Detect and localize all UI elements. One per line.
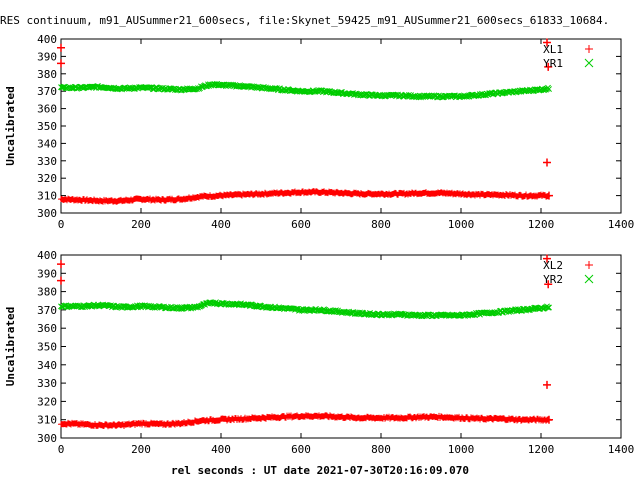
x-axis-label: rel seconds : UT date 2021-07-30T20:16:0… xyxy=(170,464,469,477)
y-tick-label: 330 xyxy=(37,155,57,168)
outlier-point xyxy=(57,276,65,285)
chart-title: RES continuum, m91_AUSummer21_600secs, f… xyxy=(0,14,610,27)
y-tick-label: 400 xyxy=(37,33,57,46)
y-tick-label: 350 xyxy=(37,120,57,133)
data-points-yr1 xyxy=(58,80,552,101)
y-tick-label: 390 xyxy=(37,267,57,280)
y-tick-label: 320 xyxy=(37,395,57,408)
y-tick-label: 360 xyxy=(37,103,57,116)
y-tick-label: 370 xyxy=(37,304,57,317)
legend-label: XL1 xyxy=(543,43,563,56)
legend-marker xyxy=(585,261,593,269)
end-point xyxy=(545,415,553,424)
x-tick-label: 200 xyxy=(131,443,151,456)
x-tick-label: 400 xyxy=(211,218,231,231)
plot-frame xyxy=(60,254,622,439)
y-tick-label: 390 xyxy=(37,50,57,63)
legend-marker xyxy=(584,274,594,284)
plot-panel-1: 300 310 320 330 340 350 360 370 380 390 400 0 200 400… xyxy=(4,33,634,231)
legend-marker xyxy=(585,45,593,53)
outlier-point xyxy=(543,158,551,167)
y-tick-label: 330 xyxy=(37,377,57,390)
outlier-point xyxy=(543,380,551,389)
series-yr2 xyxy=(58,299,552,320)
x-tick-label: 1000 xyxy=(448,443,475,456)
legend-label: YR2 xyxy=(543,273,563,286)
y-tick-label: 380 xyxy=(37,286,57,299)
x-tick-label: 1000 xyxy=(448,218,475,231)
outlier-point xyxy=(544,62,553,71)
y-tick-label: 350 xyxy=(37,341,57,354)
x-tick-label: 0 xyxy=(58,443,65,456)
y-tick-label: 400 xyxy=(37,249,57,262)
outlier-point xyxy=(57,43,65,52)
plot-frame xyxy=(60,38,622,214)
x-tick-label: 600 xyxy=(291,218,311,231)
outlier-point xyxy=(543,254,551,263)
y-tick-label: 360 xyxy=(37,322,57,335)
legend-label: YR1 xyxy=(543,57,563,70)
y-tick-label: 310 xyxy=(37,190,57,203)
y-tick-label: 300 xyxy=(37,207,57,220)
x-tick-label: 800 xyxy=(371,443,391,456)
data-points-xl1 xyxy=(58,188,552,205)
y-axis-label: Uncalibrated xyxy=(4,307,17,386)
series-xl1 xyxy=(57,38,553,205)
x-tick-label: 0 xyxy=(58,218,65,231)
x-tick-label: 1400 xyxy=(608,443,635,456)
legend-label: XL2 xyxy=(543,259,563,272)
x-tick-label: 1400 xyxy=(608,218,635,231)
y-tick-label: 340 xyxy=(37,137,57,150)
y-tick-label: 320 xyxy=(37,172,57,185)
outlier-point xyxy=(57,260,65,269)
outlier-point xyxy=(543,38,551,47)
outlier-point xyxy=(57,59,65,68)
series-xl2 xyxy=(57,254,553,430)
y-tick-label: 370 xyxy=(37,85,57,98)
outlier-point xyxy=(544,280,553,289)
y-tick-label: 300 xyxy=(37,432,57,445)
x-tick-label: 1200 xyxy=(528,218,555,231)
x-tick-label: 600 xyxy=(291,443,311,456)
y-tick-label: 310 xyxy=(37,414,57,427)
x-tick-label: 200 xyxy=(131,218,151,231)
x-tick-label: 400 xyxy=(211,443,231,456)
end-point xyxy=(545,191,553,200)
data-points-xl2 xyxy=(58,412,552,430)
y-tick-label: 380 xyxy=(37,68,57,81)
plot-panel-2: 300 310 320 330 340 350 360 370 380 390 400 0 200 400… xyxy=(4,249,634,456)
x-tick-label: 1200 xyxy=(528,443,555,456)
series-yr1 xyxy=(58,80,552,101)
y-axis-label: Uncalibrated xyxy=(4,86,17,165)
legend-marker xyxy=(584,58,594,68)
data-points-yr2 xyxy=(58,299,552,320)
x-tick-label: 800 xyxy=(371,218,391,231)
y-tick-label: 340 xyxy=(37,359,57,372)
